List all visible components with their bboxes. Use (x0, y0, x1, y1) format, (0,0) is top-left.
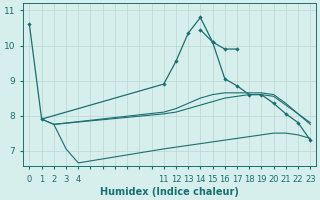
X-axis label: Humidex (Indice chaleur): Humidex (Indice chaleur) (100, 187, 239, 197)
